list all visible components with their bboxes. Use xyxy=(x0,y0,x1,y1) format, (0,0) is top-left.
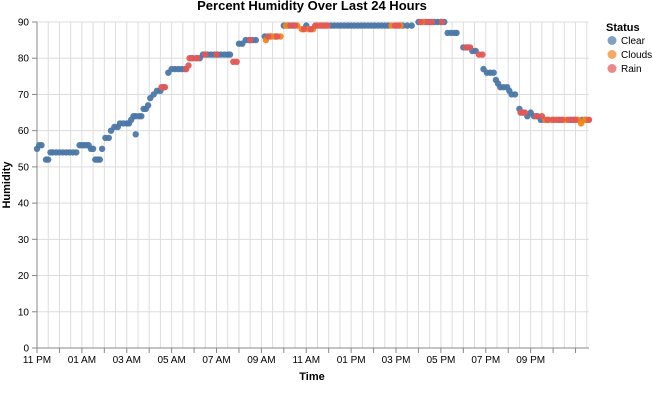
point-rain xyxy=(466,44,474,51)
y-tick-label: 40 xyxy=(18,199,30,210)
point-clear xyxy=(89,145,97,152)
point-rain xyxy=(517,109,524,116)
point-clear xyxy=(96,156,104,163)
point-rain xyxy=(194,55,201,62)
point-rain xyxy=(572,116,579,124)
legend-swatch-rain xyxy=(607,64,617,73)
point-clear xyxy=(105,134,113,142)
point-clear xyxy=(132,131,139,138)
y-tick-label: 80 xyxy=(18,54,30,65)
point-rain xyxy=(438,18,446,26)
x-tick-label: 11 PM xyxy=(23,355,51,366)
point-clear xyxy=(144,102,152,109)
y-tick-label: 20 xyxy=(18,271,30,282)
y-tick-label: 10 xyxy=(18,307,30,318)
point-clear xyxy=(490,69,497,76)
y-tick-label: 60 xyxy=(18,126,30,137)
point-rain xyxy=(202,51,209,58)
legend-swatch-clouds xyxy=(607,50,617,59)
point-rain xyxy=(264,33,272,40)
point-rain xyxy=(544,116,551,124)
legend-label-rain: Rain xyxy=(621,64,642,75)
point-rain xyxy=(189,55,197,62)
point-clear xyxy=(73,149,80,156)
point-rain xyxy=(533,113,540,120)
point-rain xyxy=(291,22,299,29)
point-rain xyxy=(324,22,331,29)
point-rain xyxy=(428,18,436,26)
point-rain xyxy=(521,109,529,116)
x-tick-label: 01 PM xyxy=(337,355,366,366)
y-tick-label: 30 xyxy=(18,235,30,246)
x-tick-label: 09 PM xyxy=(516,355,545,366)
point-rain xyxy=(233,58,240,65)
point-rain xyxy=(424,18,431,26)
point-clear xyxy=(252,36,259,44)
point-clear xyxy=(453,29,460,37)
x-axis-title: Time xyxy=(299,371,324,383)
point-clear xyxy=(38,142,45,149)
axes: 0 10 20 30 40 50 60 70 80 90 11 PM 01 AM 03 AM 05 AM 0… xyxy=(18,18,589,366)
point-clear xyxy=(404,22,411,29)
point-rain xyxy=(462,44,469,51)
x-tick-label: 05 AM xyxy=(157,355,185,366)
point-rain xyxy=(554,116,561,124)
chart-title: Percent Humidity Over Last 24 Hours xyxy=(197,0,427,13)
point-rain xyxy=(312,22,319,29)
point-rain xyxy=(538,113,546,120)
x-tick-label: 03 PM xyxy=(382,355,411,366)
x-tick-label: 01 AM xyxy=(68,355,96,366)
point-rain xyxy=(585,116,593,124)
y-axis-title: Humidity xyxy=(1,161,13,209)
point-clear xyxy=(98,145,106,152)
point-rain xyxy=(158,84,165,91)
point-rain xyxy=(213,51,220,58)
legend-title: Status xyxy=(606,22,640,34)
point-rain xyxy=(558,116,566,124)
x-tick-label: 07 AM xyxy=(202,355,230,366)
y-tick-label: 0 xyxy=(23,344,29,355)
data-points xyxy=(33,18,593,163)
x-tick-label: 05 PM xyxy=(426,355,455,366)
point-clear xyxy=(408,22,415,29)
y-tick-label: 50 xyxy=(18,162,30,173)
point-clear xyxy=(226,51,234,58)
x-tick-label: 09 AM xyxy=(247,355,275,366)
point-rain xyxy=(185,62,192,69)
grid xyxy=(36,21,589,349)
point-clear xyxy=(138,113,145,120)
y-tick-label: 90 xyxy=(18,18,30,29)
point-rain xyxy=(307,26,314,33)
legend: Status Clear Clouds Rain xyxy=(606,22,652,75)
point-clear xyxy=(511,91,519,98)
point-rain xyxy=(273,33,281,40)
x-tick-label: 11 AM xyxy=(292,355,320,366)
x-tick-label: 07 PM xyxy=(471,355,500,366)
point-clear xyxy=(45,156,52,163)
point-rain xyxy=(565,116,572,124)
legend-label-clouds: Clouds xyxy=(621,50,652,61)
point-rain xyxy=(300,26,308,33)
point-clouds xyxy=(282,22,290,29)
legend-label-clear: Clear xyxy=(621,36,646,47)
point-rain xyxy=(287,22,294,29)
point-rain xyxy=(395,22,402,29)
x-tick-label: 03 AM xyxy=(113,355,141,366)
point-rain xyxy=(479,51,486,58)
y-tick-label: 70 xyxy=(18,90,30,101)
legend-swatch-clear xyxy=(607,36,617,45)
point-rain xyxy=(417,18,424,26)
point-rain xyxy=(549,116,557,124)
point-rain xyxy=(247,36,254,44)
